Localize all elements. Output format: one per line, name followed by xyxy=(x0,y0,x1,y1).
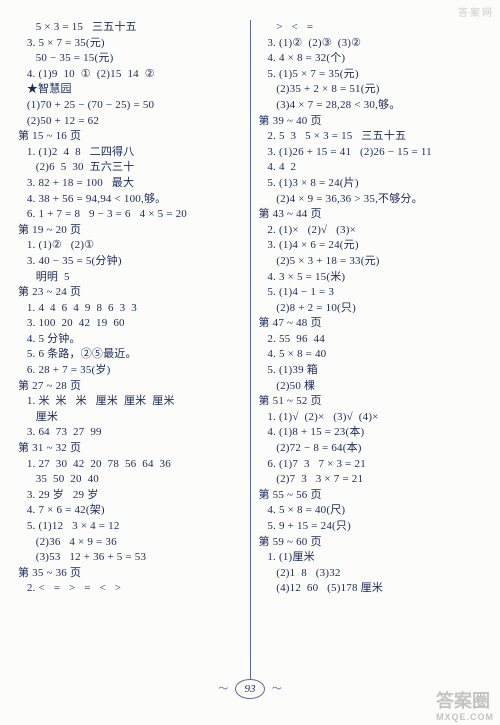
right-column: > < = 3. (1)② (2)③ (3)② 4. 4 × 8 = 32(个)… xyxy=(259,20,483,680)
page: 答案网 5 × 3 = 15 三五十五 3. 5 × 7 = 35(元) 50 … xyxy=(0,0,500,725)
watermark-top: 答案网 xyxy=(458,4,494,19)
watermark-bottom-main: 答案圈 xyxy=(436,691,490,711)
watermark-bottom-sub: MXQE.COM xyxy=(436,713,494,721)
content-area: 5 × 3 = 15 三五十五 3. 5 × 7 = 35(元) 50 − 35… xyxy=(0,0,500,680)
page-number-ornament: 93 xyxy=(0,679,500,699)
left-column: 5 × 3 = 15 三五十五 3. 5 × 7 = 35(元) 50 − 35… xyxy=(18,20,242,680)
page-number: 93 xyxy=(235,679,265,699)
column-divider xyxy=(250,20,251,680)
watermark-bottom: 答案圈 MXQE.COM xyxy=(436,687,494,721)
